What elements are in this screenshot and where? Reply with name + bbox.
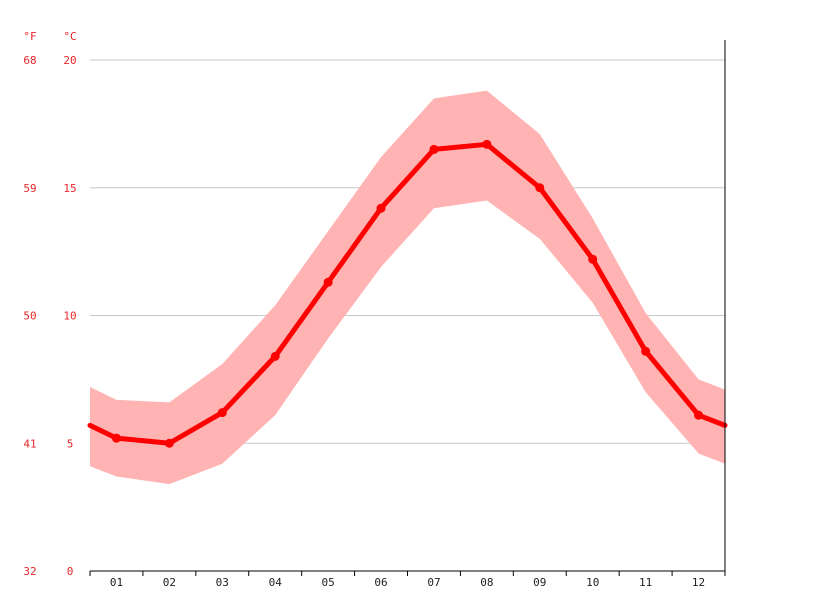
fahrenheit-unit-label: °F [23, 30, 36, 43]
xtick-12: 12 [692, 576, 705, 589]
ytick-celsius-20: 20 [63, 54, 76, 67]
ytick-fahrenheit-32: 32 [23, 565, 36, 578]
tick-labels: °F °C 0 32 5 41 10 50 15 59 20 68 01 02 03 04 05 06 07 08… [23, 30, 705, 589]
ytick-fahrenheit-68: 68 [23, 54, 36, 67]
average-temperature-line [87, 141, 728, 446]
xtick-10: 10 [586, 576, 599, 589]
xtick-04: 04 [269, 576, 283, 589]
xtick-02: 02 [163, 576, 176, 589]
ytick-fahrenheit-41: 41 [23, 437, 36, 450]
ytick-celsius-0: 0 [67, 565, 74, 578]
xtick-05: 05 [322, 576, 335, 589]
ytick-fahrenheit-50: 50 [23, 310, 36, 323]
data-point-07 [429, 144, 439, 154]
data-point-11 [641, 346, 651, 356]
xtick-03: 03 [216, 576, 229, 589]
data-point-08 [482, 139, 492, 149]
data-point-03 [217, 408, 227, 418]
range-band-area [90, 90, 725, 485]
data-point-10 [588, 254, 598, 264]
ytick-celsius-10: 10 [63, 310, 76, 323]
xtick-06: 06 [374, 576, 387, 589]
data-point-05 [323, 277, 333, 287]
temperature-range-band [90, 90, 725, 485]
xtick-11: 11 [639, 576, 652, 589]
data-point-06 [376, 203, 386, 213]
ytick-fahrenheit-59: 59 [23, 182, 36, 195]
average-temperature-points [111, 139, 704, 448]
xtick-09: 09 [533, 576, 546, 589]
data-point-04 [270, 351, 280, 361]
data-point-01 [111, 433, 121, 443]
axes [89, 40, 726, 576]
ytick-celsius-5: 5 [67, 437, 74, 450]
data-point-02 [164, 438, 174, 448]
celsius-unit-label: °C [63, 30, 76, 43]
ytick-celsius-15: 15 [63, 182, 76, 195]
data-point-09 [535, 183, 545, 193]
average-line-path [87, 141, 728, 446]
xtick-08: 08 [480, 576, 493, 589]
data-point-12 [694, 410, 704, 420]
xtick-01: 01 [110, 576, 123, 589]
grid-lines [90, 59, 725, 444]
xtick-07: 07 [427, 576, 440, 589]
